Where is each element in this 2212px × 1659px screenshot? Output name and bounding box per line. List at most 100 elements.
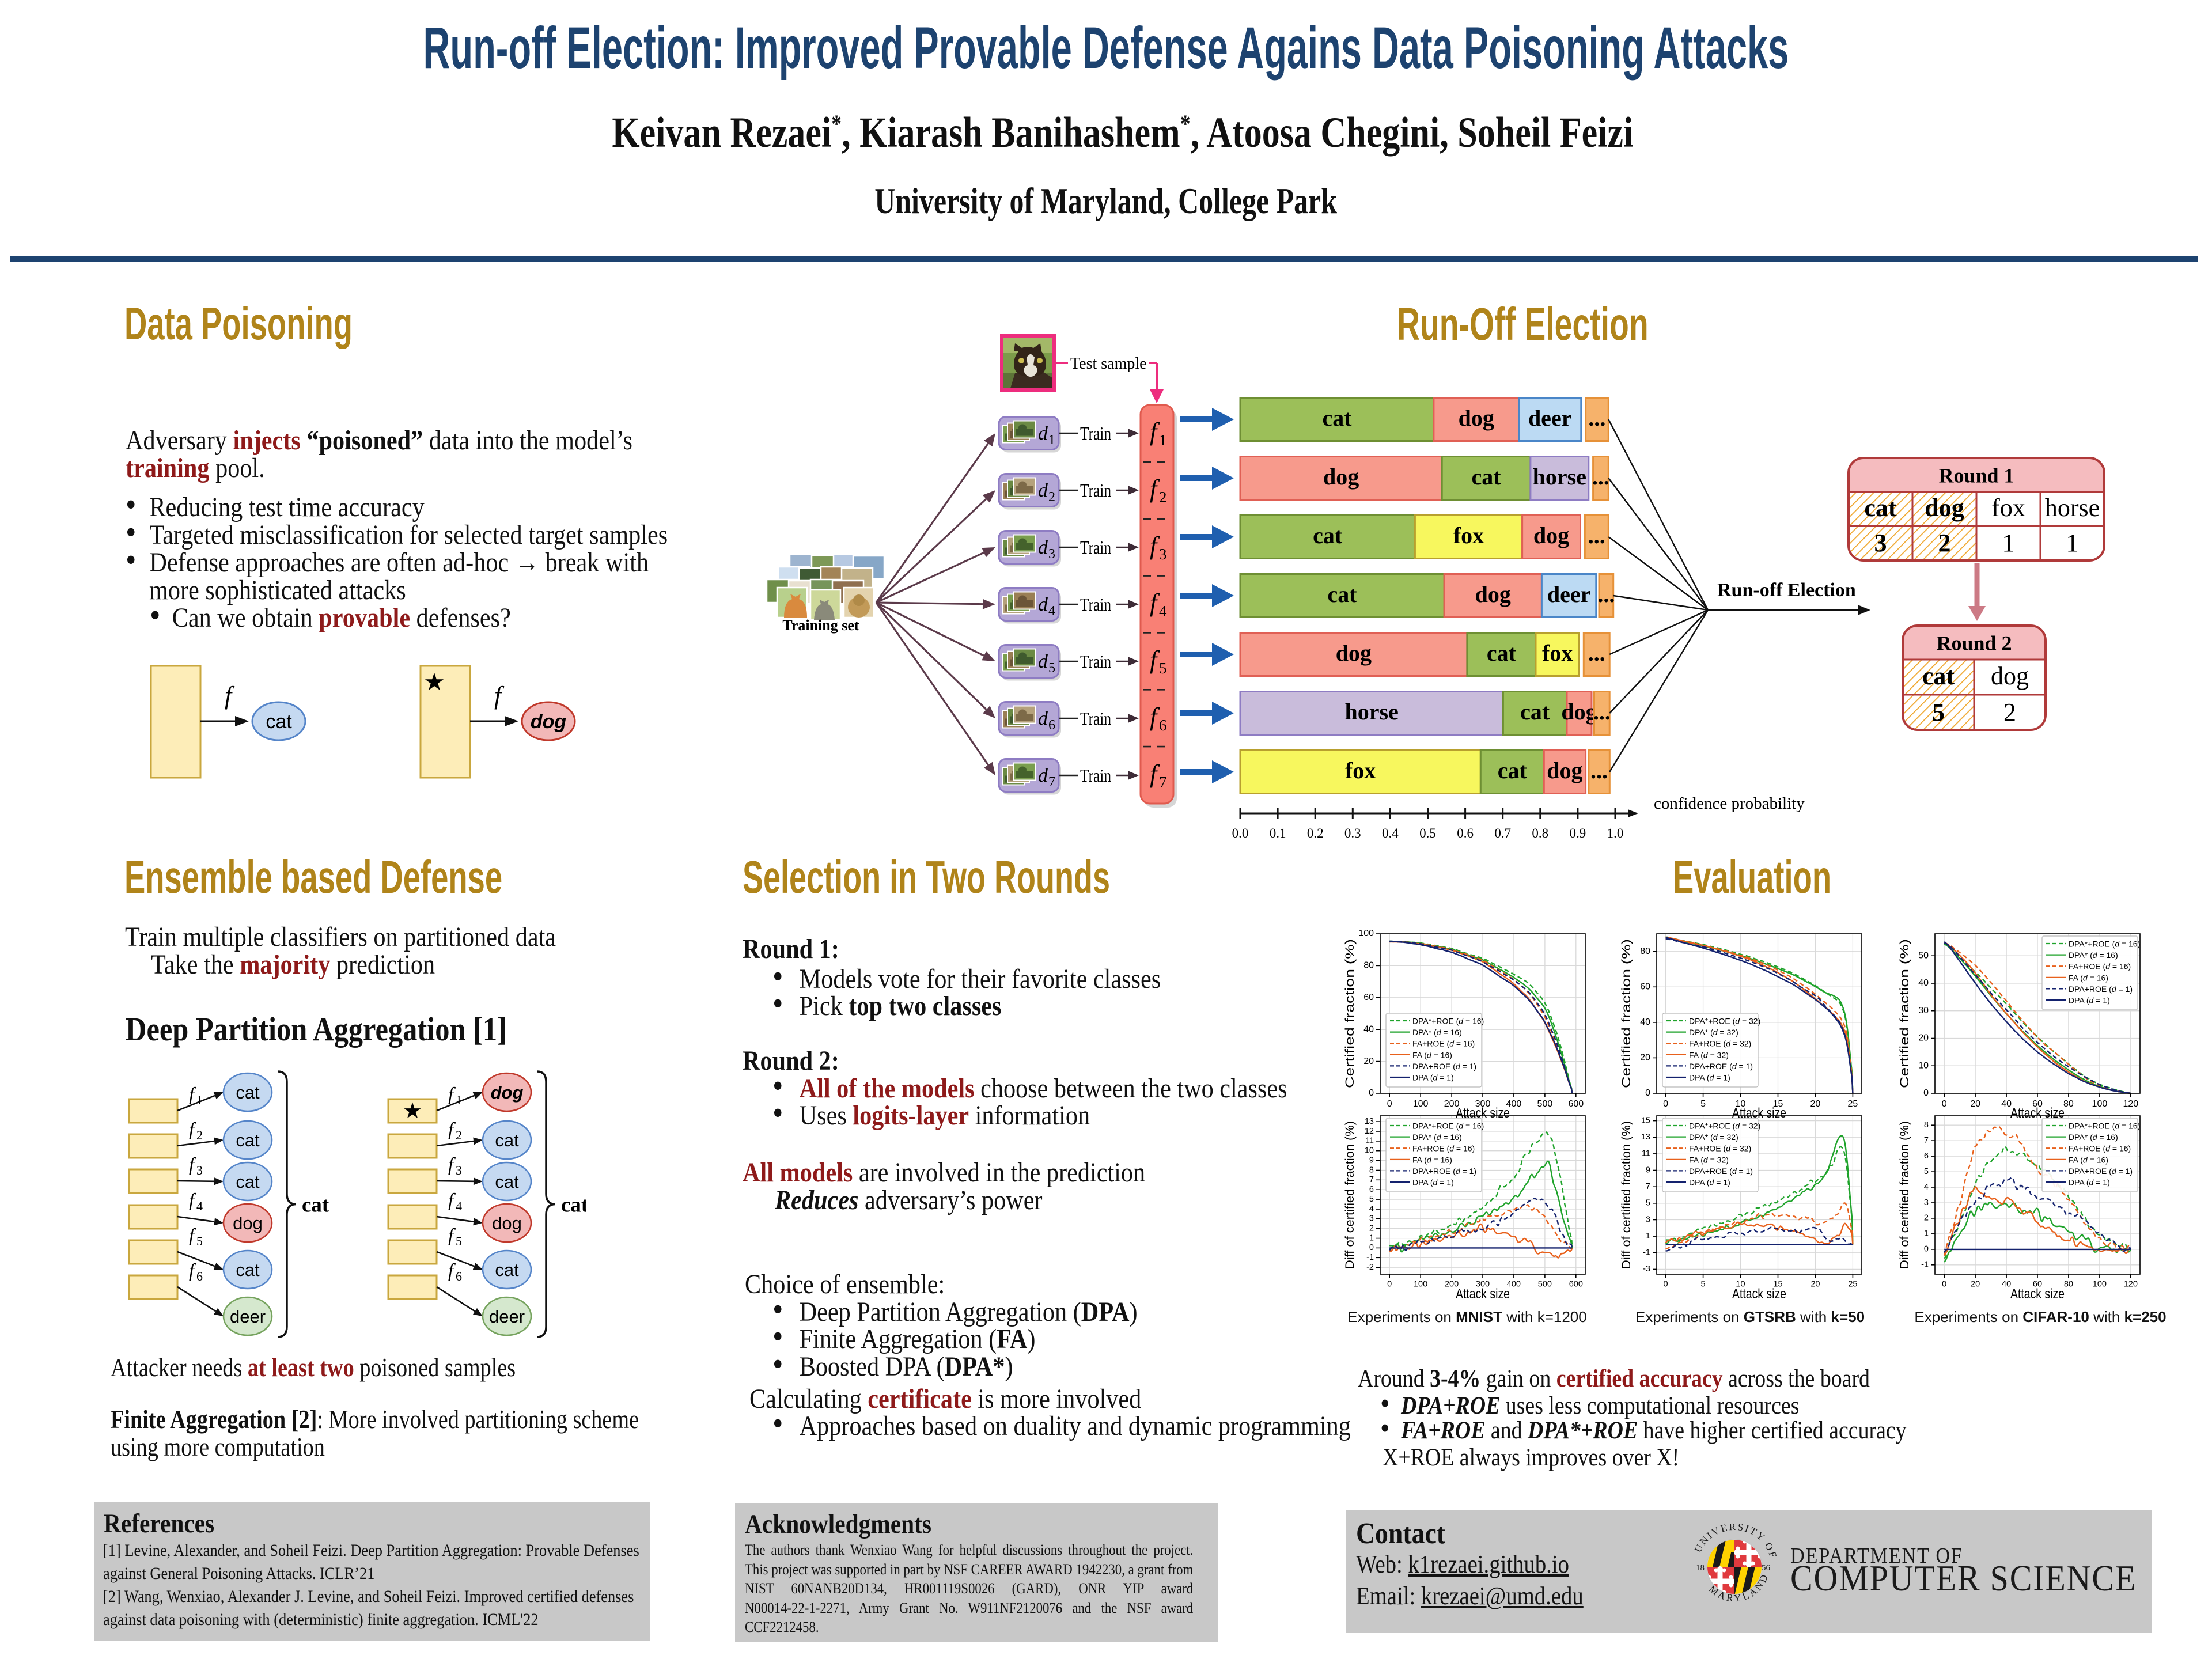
svg-text:d: d [1038, 765, 1048, 786]
svg-text:...: ... [1590, 757, 1608, 783]
svg-text:Train: Train [1080, 594, 1111, 615]
svg-text:Train: Train [1080, 651, 1111, 672]
svg-text:3: 3 [1646, 1215, 1650, 1224]
svg-text:★: ★ [423, 669, 445, 696]
svg-text:deer: deer [230, 1306, 266, 1327]
svg-text:6: 6 [456, 1269, 462, 1283]
svg-text:0: 0 [1369, 1088, 1374, 1098]
svg-text:DPA* (d = 32): DPA* (d = 32) [1689, 1132, 1738, 1142]
svg-text:cat: cat [1498, 757, 1528, 783]
svg-text:60: 60 [1363, 993, 1374, 1002]
svg-text:5: 5 [1924, 1167, 1929, 1176]
svg-text:4: 4 [1048, 604, 1055, 619]
svg-text:6: 6 [1159, 717, 1167, 734]
svg-text:40: 40 [2001, 1099, 2012, 1109]
svg-text:Train: Train [1080, 537, 1111, 558]
svg-text:40: 40 [2002, 1280, 2011, 1289]
svg-text:60: 60 [2032, 1099, 2043, 1109]
svg-text:Train: Train [1080, 423, 1111, 444]
svg-text:...: ... [1593, 699, 1611, 725]
svg-text:DPA (d = 1): DPA (d = 1) [1689, 1073, 1730, 1082]
svg-text:80: 80 [2064, 1280, 2073, 1289]
svg-text:cat: cat [1322, 405, 1352, 431]
svg-text:DPA* (d = 16): DPA* (d = 16) [2069, 1132, 2118, 1142]
svg-text:-1: -1 [1643, 1248, 1650, 1257]
svg-text:cat: cat [495, 1172, 519, 1192]
svg-text:dog: dog [492, 1213, 522, 1233]
svg-text:d: d [1038, 651, 1048, 672]
svg-text:cat: cat [236, 1130, 260, 1150]
svg-text:deer: deer [1547, 581, 1591, 607]
svg-text:cat: cat [1487, 640, 1517, 666]
svg-text:d: d [1038, 594, 1048, 615]
svg-text:20: 20 [1970, 1099, 1980, 1109]
svg-text:4: 4 [196, 1199, 203, 1213]
svg-text:...: ... [1597, 581, 1615, 607]
svg-text:4: 4 [1369, 1205, 1374, 1214]
svg-text:1: 1 [196, 1093, 203, 1107]
svg-text:-1: -1 [1366, 1253, 1374, 1262]
svg-text:25: 25 [1848, 1099, 1858, 1109]
svg-text:0.8: 0.8 [1532, 826, 1548, 840]
svg-text:2: 2 [1048, 490, 1055, 505]
svg-text:DPA*+ROE (d = 16): DPA*+ROE (d = 16) [2069, 940, 2140, 949]
svg-text:5: 5 [1700, 1099, 1706, 1109]
svg-text:FA+ROE (d = 16): FA+ROE (d = 16) [2069, 1144, 2131, 1153]
svg-text:...: ... [1588, 522, 1605, 548]
svg-text:Train: Train [1080, 480, 1111, 501]
svg-text:DPA+ROE (d = 1): DPA+ROE (d = 1) [2069, 984, 2133, 994]
svg-text:-1: -1 [1921, 1260, 1929, 1270]
svg-text:DPA* (d = 16): DPA* (d = 16) [1412, 1028, 1462, 1037]
svg-text:5: 5 [456, 1234, 462, 1248]
svg-text:cat: cat [236, 1260, 260, 1280]
svg-text:f: f [189, 1154, 196, 1175]
svg-text:3: 3 [456, 1163, 462, 1177]
svg-text:DPA+ROE (d = 1): DPA+ROE (d = 1) [1689, 1166, 1753, 1176]
svg-text:10: 10 [1736, 1099, 1746, 1109]
svg-text:5: 5 [1646, 1199, 1650, 1208]
svg-text:cat: cat [1922, 662, 1955, 690]
svg-text:120: 120 [2123, 1099, 2138, 1109]
svg-text:300: 300 [1475, 1099, 1491, 1109]
svg-text:cat: cat [495, 1130, 519, 1150]
svg-text:dog: dog [1561, 699, 1597, 725]
svg-text:0.5: 0.5 [1419, 826, 1436, 840]
svg-text:2: 2 [1924, 1214, 1929, 1223]
svg-text:1: 1 [456, 1093, 462, 1107]
svg-text:f: f [189, 1084, 196, 1105]
svg-text:fox: fox [1542, 640, 1573, 666]
svg-text:5: 5 [1369, 1195, 1374, 1204]
svg-text:7: 7 [1048, 775, 1055, 790]
svg-text:40: 40 [1640, 1017, 1650, 1027]
svg-text:cat: cat [1520, 699, 1550, 725]
svg-text:20: 20 [1810, 1099, 1821, 1109]
svg-text:...: ... [1588, 405, 1605, 431]
svg-text:dog: dog [491, 1082, 524, 1103]
svg-text:0: 0 [1664, 1280, 1668, 1289]
svg-text:6: 6 [1048, 718, 1055, 733]
svg-text:11: 11 [1365, 1137, 1374, 1146]
svg-text:5: 5 [1159, 660, 1167, 677]
svg-text:7: 7 [1924, 1136, 1929, 1145]
svg-text:Attack size: Attack size [2010, 1286, 2065, 1302]
svg-text:FA (d = 16): FA (d = 16) [1412, 1155, 1452, 1164]
svg-text:Train: Train [1080, 708, 1111, 729]
svg-text:f: f [189, 1190, 196, 1211]
svg-text:f: f [448, 1084, 456, 1105]
svg-text:dog: dog [1336, 640, 1372, 666]
svg-text:4: 4 [1924, 1183, 1929, 1192]
svg-text:FA (d = 16): FA (d = 16) [2069, 1155, 2108, 1164]
svg-text:1: 1 [2066, 529, 2079, 557]
svg-text:0.7: 0.7 [1494, 826, 1511, 840]
svg-text:DPA (d = 1): DPA (d = 1) [1689, 1178, 1730, 1187]
svg-text:15: 15 [1641, 1116, 1650, 1125]
svg-text:1.0: 1.0 [1607, 826, 1624, 840]
svg-text:Diff of certified fraction (%): Diff of certified fraction (%) [1343, 1121, 1357, 1269]
svg-text:horse: horse [2045, 494, 2100, 522]
svg-text:120: 120 [2124, 1280, 2138, 1289]
svg-text:DPA*+ROE (d = 32): DPA*+ROE (d = 32) [1689, 1017, 1760, 1026]
svg-text:40: 40 [1918, 978, 1929, 988]
svg-text:Certified fraction (%): Certified fraction (%) [1898, 939, 1911, 1088]
svg-text:4: 4 [456, 1199, 462, 1213]
svg-text:25: 25 [1848, 1280, 1857, 1289]
